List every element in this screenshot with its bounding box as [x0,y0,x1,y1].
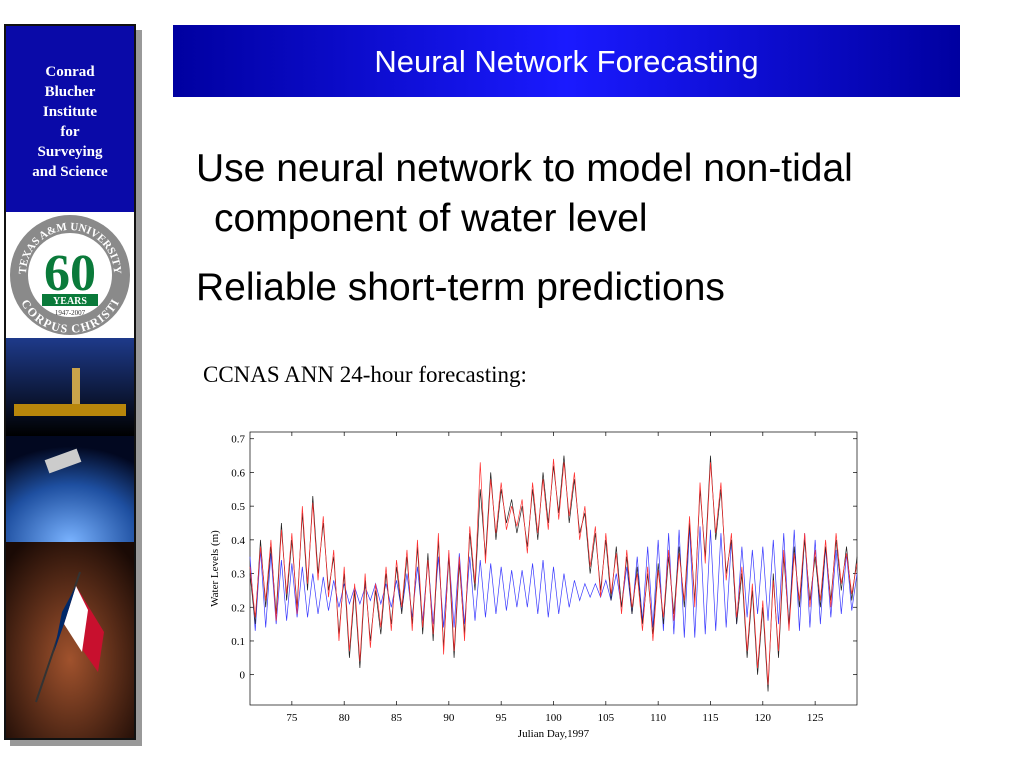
logo-dates: 1947-2007 [55,309,86,317]
name-line: and Science [32,164,108,180]
flag-white [64,586,88,652]
x-tick-label: 120 [755,712,772,724]
y-axis-label: Water Levels (m) [209,530,221,607]
x-tick-label: 80 [339,712,351,724]
bullet-text: Use neural network to model non-tidal co… [196,147,853,240]
x-tick-label: 110 [650,712,667,724]
bullet: Reliable short-term predictions [196,266,725,309]
x-tick-label: 95 [496,712,508,724]
name-line: Surveying [37,144,103,160]
x-tick-label: 125 [807,712,824,724]
y-tick-label: 0.5 [231,501,245,513]
flag-blue [54,586,76,652]
y-tick-label: 0 [240,670,246,682]
y-tick-label: 0.1 [231,636,245,648]
sidebar-art: TEXAS A&M UNIVERSITY CORPUS CHRISTI 60 Y… [6,212,134,738]
x-tick-label: 105 [598,712,615,724]
y-tick-label: 0.6 [231,467,245,479]
logo-band [42,294,98,306]
x-tick-label: 115 [702,712,719,724]
bullet: Use neural network to model non-tidal co… [196,144,986,244]
name-line: Conrad [45,64,95,80]
logo-number: 60 [44,245,96,302]
photo-flag [6,542,134,738]
name-line: for [60,124,80,140]
sidebar: Conrad Blucher Institute for Surveying a… [4,24,136,740]
series-line [249,455,858,692]
y-tick-label: 0.2 [231,602,245,614]
series-line [249,526,858,638]
y-tick-label: 0.7 [231,434,245,446]
institute-name: Conrad Blucher Institute for Surveying a… [6,26,134,212]
chart-caption: CCNAS ANN 24-hour forecasting: [203,362,527,387]
x-tick-label: 85 [391,712,403,724]
name-line: Blucher [44,84,96,100]
x-tick-label: 90 [443,712,455,724]
logo-years: YEARS [53,296,87,307]
y-tick-label: 0.4 [231,535,245,547]
tower [72,368,80,404]
photo-building [6,338,134,436]
y-tick-label: 0.3 [231,569,245,581]
satellite [44,448,82,474]
name-line: Institute [42,104,98,120]
building [14,404,126,416]
x-axis-label: Julian Day,1997 [518,728,590,740]
x-tick-label: 100 [545,712,562,724]
x-tick-label: 75 [286,712,298,724]
chart: 0 0.1 0.2 0.3 0.4 0.5 0.6 0.7 75 80 85 90 95 100 105 11… [209,431,858,740]
slide-title: Neural Network Forecasting [173,25,960,97]
series-line [249,458,858,685]
